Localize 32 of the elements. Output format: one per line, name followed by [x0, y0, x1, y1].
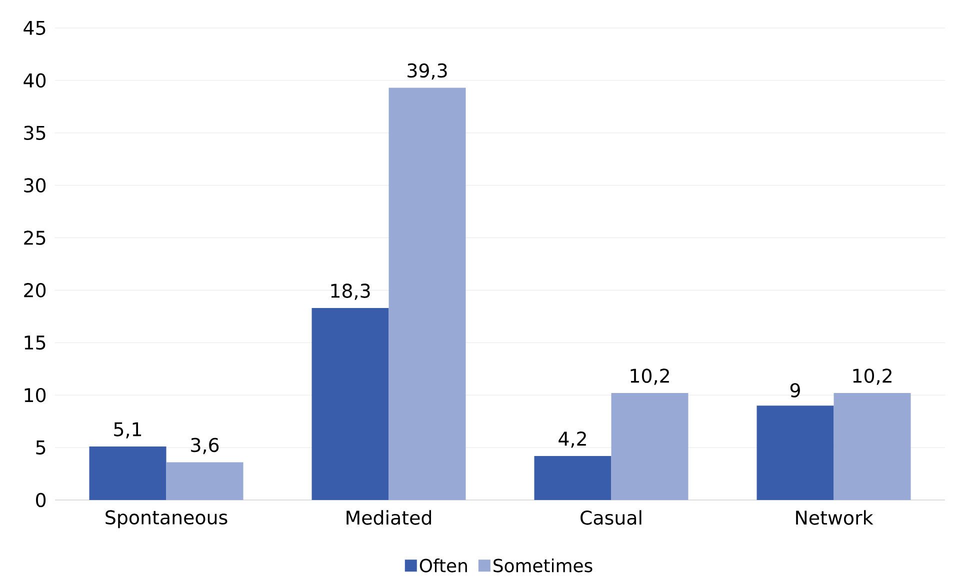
- y-tick-label: 25: [24, 230, 46, 246]
- legend-label: Sometimes: [494, 558, 592, 572]
- data-label: 10,2: [853, 368, 892, 385]
- data-label: 5,1: [114, 422, 142, 438]
- data-label: 10,2: [630, 368, 669, 385]
- bar: [756, 406, 834, 500]
- x-tick-label: Casual: [580, 510, 642, 525]
- y-tick-label: 20: [24, 283, 46, 298]
- y-tick-label: 10: [24, 388, 46, 402]
- legend-label: Often: [420, 558, 467, 572]
- y-tick-label: 40: [24, 73, 46, 88]
- bar: [312, 308, 389, 500]
- bar: [834, 393, 911, 500]
- data-label: 39,3: [408, 63, 447, 80]
- bar: [166, 462, 244, 500]
- bar: [534, 456, 612, 500]
- y-tick-label: 15: [24, 336, 46, 350]
- y-tick-label: 30: [24, 178, 46, 193]
- y-tick-label: 0: [36, 492, 46, 508]
- bar: [611, 393, 688, 500]
- y-tick-label: 5: [36, 440, 46, 455]
- y-tick-label: 35: [24, 126, 46, 140]
- x-tick-label: Mediated: [346, 510, 432, 525]
- y-tick-label: 45: [24, 21, 46, 36]
- x-tick-label: Spontaneous: [106, 510, 228, 528]
- bar: [388, 88, 466, 500]
- bar: [89, 446, 166, 500]
- data-label: 9: [790, 383, 800, 398]
- data-label: 18,3: [331, 284, 370, 300]
- data-label: 3,6: [191, 438, 219, 454]
- data-label: 4,2: [558, 432, 586, 448]
- x-tick-label: Network: [796, 510, 874, 525]
